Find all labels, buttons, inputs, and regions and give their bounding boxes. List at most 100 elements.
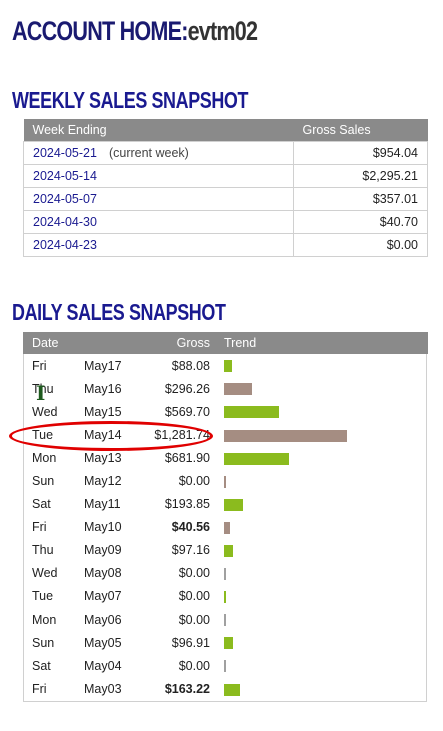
day-trend-cell [215, 400, 428, 423]
day-trend-cell [215, 631, 428, 654]
day-date-cell: May14 [84, 427, 122, 442]
day-of-week-cell: Wed [32, 404, 58, 419]
gross-sales-cell: $954.04 [293, 141, 428, 165]
day-gross-cell: $681.90 [164, 450, 210, 465]
day-trend-cell [215, 562, 428, 585]
day-gross-cell: $40.56 [171, 520, 210, 535]
daily-row: Thu May09 $97.16 [23, 539, 428, 562]
day-gross-cell: $0.00 [178, 612, 210, 627]
day-trend-cell [215, 608, 428, 631]
day-date-cell: May05 [84, 635, 122, 650]
day-date-cell: May09 [84, 543, 122, 558]
trend-bar [224, 568, 226, 581]
daily-row: Wed May15 $569.70 [23, 400, 428, 423]
daily-table-border [23, 332, 427, 702]
weekly-sales-title: WEEKLY SALES SNAPSHOT [12, 87, 249, 113]
week-ending-cell: 2024-05-21 (current week) [23, 141, 294, 165]
day-gross-cell: $296.26 [164, 381, 210, 396]
day-date-cell: May08 [84, 566, 122, 581]
weekly-sales-table: Week Ending Gross Sales 2024-05-21 (curre… [23, 119, 428, 257]
day-trend-cell [215, 654, 428, 677]
day-date-cell: May07 [84, 589, 122, 604]
day-gross-cell: $569.70 [164, 404, 210, 419]
day-trend-cell [215, 493, 428, 516]
daily-row: Sat May04 $0.00 [23, 654, 428, 677]
page-title-prefix: ACCOUNT HOME: [12, 16, 188, 46]
day-trend-cell [215, 677, 428, 700]
week-ending-header: Week Ending [23, 119, 294, 142]
day-date-cell: May10 [84, 520, 122, 535]
week-ending-link[interactable]: 2024-05-14 [33, 169, 97, 183]
gross-sales-header: Gross Sales [293, 119, 428, 142]
daily-header-row: Date Gross Trend [23, 332, 428, 354]
day-gross-cell: $97.16 [171, 543, 210, 558]
day-of-week-cell: Thu [32, 543, 54, 558]
day-gross-cell: $0.00 [178, 566, 210, 581]
day-gross-cell: $0.00 [178, 589, 210, 604]
daily-row: Mon May06 $0.00 [23, 608, 428, 631]
week-ending-cell: 2024-04-23 [23, 233, 294, 257]
trend-bar [224, 683, 240, 696]
day-of-week-cell: Mon [32, 612, 57, 627]
trend-bar [224, 521, 230, 534]
day-date-cell: May15 [84, 404, 122, 419]
day-of-week-cell: Fri [32, 681, 47, 696]
day-date-cell: May04 [84, 658, 122, 673]
trend-bar [224, 660, 226, 673]
day-of-week-cell: Tue [32, 427, 54, 442]
gross-sales-cell: $2,295.21 [293, 164, 428, 188]
weekly-body: 2024-05-21 (current week) $954.04 2024-05-1… [23, 141, 428, 257]
weekly-row: 2024-05-21 (current week) $954.04 [23, 141, 428, 165]
day-gross-cell: $96.91 [171, 635, 210, 650]
week-ending-cell: 2024-04-30 [23, 210, 294, 234]
daily-sales-table: Date Gross Trend Fri May17 $88.08 Thu May16 $… [23, 332, 428, 700]
day-trend-cell [215, 585, 428, 608]
daily-row: Fri May10 $40.56 [23, 516, 428, 539]
page-title-user: evtm02 [187, 16, 258, 46]
day-date-cell: May03 [84, 681, 122, 696]
daily-row: Sat May11 $193.85 [23, 493, 428, 516]
day-of-week-cell: Sat [32, 658, 51, 673]
trend-bar [224, 475, 226, 488]
trend-bar [224, 637, 233, 650]
week-ending-link[interactable]: 2024-05-21 [33, 146, 97, 160]
page-title: ACCOUNT HOME:evtm02 [12, 16, 258, 47]
current-week-note: (current week) [108, 146, 189, 160]
gross-sales-cell: $0.00 [293, 233, 428, 257]
text-cursor-icon: I [36, 381, 46, 405]
daily-date-header: Date [23, 332, 135, 354]
day-of-week-cell: Sat [32, 497, 51, 512]
day-of-week-cell: Fri [32, 358, 47, 373]
day-of-week-cell: Fri [32, 520, 47, 535]
daily-gross-header: Gross [135, 332, 215, 354]
day-date-cell: May12 [84, 474, 122, 489]
day-gross-cell: $193.85 [164, 497, 210, 512]
daily-row: Thu May16 $296.26 [23, 377, 428, 400]
daily-row: Tue May14 $1,281.74 [23, 423, 428, 446]
daily-row: Wed May08 $0.00 [23, 562, 428, 585]
day-trend-cell [215, 354, 428, 377]
day-gross-cell: $0.00 [178, 658, 210, 673]
day-trend-cell [215, 539, 428, 562]
day-gross-cell: $1,281.74 [154, 427, 210, 442]
trend-bar [224, 360, 232, 373]
day-gross-cell: $88.08 [171, 358, 210, 373]
day-date-cell: May13 [84, 450, 122, 465]
daily-row: Sun May05 $96.91 [23, 631, 428, 654]
trend-bar [224, 452, 289, 465]
week-ending-link[interactable]: 2024-05-07 [33, 192, 97, 206]
day-trend-cell [215, 423, 428, 446]
daily-trend-header: Trend [215, 332, 428, 354]
day-of-week-cell: Sun [32, 474, 55, 489]
gross-sales-cell: $40.70 [293, 210, 428, 234]
daily-body: Fri May17 $88.08 Thu May16 $296.26 Wed May15 $56… [23, 354, 428, 700]
daily-row: Tue May07 $0.00 [23, 585, 428, 608]
week-ending-link[interactable]: 2024-04-23 [33, 238, 97, 252]
trend-bar [224, 545, 233, 557]
weekly-row: 2024-04-23 $0.00 [23, 233, 428, 257]
week-ending-link[interactable]: 2024-04-30 [33, 215, 97, 229]
trend-bar [224, 591, 226, 604]
week-ending-cell: 2024-05-07 [23, 187, 294, 211]
trend-bar [224, 498, 243, 511]
day-trend-cell [215, 446, 428, 469]
